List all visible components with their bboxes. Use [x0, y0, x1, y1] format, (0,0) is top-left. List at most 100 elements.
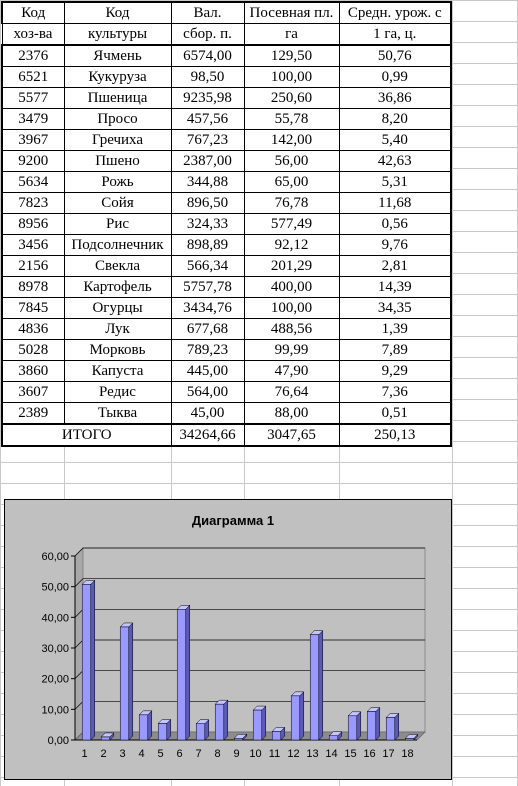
table-cell[interactable]: 250,60: [243, 87, 340, 109]
table-cell[interactable]: 142,00: [243, 129, 340, 151]
column-header-cell[interactable]: хоз-ва: [1, 23, 65, 46]
table-cell[interactable]: 42,63: [338, 150, 452, 172]
table-cell[interactable]: 3434,76: [170, 297, 245, 319]
table-cell[interactable]: 5577: [1, 87, 65, 109]
table-cell[interactable]: 8,20: [338, 108, 452, 130]
table-cell[interactable]: 3607: [1, 381, 65, 403]
table-cell[interactable]: Редис: [63, 381, 172, 403]
table-cell[interactable]: 0,99: [338, 66, 452, 88]
table-cell[interactable]: 0,51: [338, 402, 452, 425]
table-cell[interactable]: 2389: [1, 402, 65, 425]
table-cell[interactable]: 76,64: [243, 381, 340, 403]
table-cell[interactable]: 789,23: [170, 339, 245, 361]
table-cell[interactable]: 34,35: [338, 297, 452, 319]
table-cell[interactable]: 4836: [1, 318, 65, 340]
table-cell[interactable]: 2387,00: [170, 150, 245, 172]
table-cell[interactable]: 896,50: [170, 192, 245, 214]
table-cell[interactable]: 324,33: [170, 213, 245, 235]
table-cell[interactable]: Кукуруза: [63, 66, 172, 88]
table-cell[interactable]: 56,00: [243, 150, 340, 172]
column-header-cell[interactable]: сбор. п.: [170, 23, 245, 46]
table-cell[interactable]: 92,12: [243, 234, 340, 256]
table-cell[interactable]: 9200: [1, 150, 65, 172]
table-cell[interactable]: Ячмень: [63, 44, 172, 67]
table-cell[interactable]: 36,86: [338, 87, 452, 109]
table-cell[interactable]: 3860: [1, 360, 65, 382]
table-cell[interactable]: Гречиха: [63, 129, 172, 151]
table-cell[interactable]: 201,29: [243, 255, 340, 277]
table-cell[interactable]: 6574,00: [170, 44, 245, 67]
table-cell[interactable]: 100,00: [243, 66, 340, 88]
table-cell[interactable]: 2,81: [338, 255, 452, 277]
table-cell[interactable]: 6521: [1, 66, 65, 88]
column-header-cell[interactable]: га: [243, 23, 340, 46]
table-cell[interactable]: 14,39: [338, 276, 452, 298]
table-cell[interactable]: 7,36: [338, 381, 452, 403]
column-header-cell[interactable]: 1 га, ц.: [338, 23, 452, 46]
table-cell[interactable]: 7823: [1, 192, 65, 214]
table-cell[interactable]: 98,50: [170, 66, 245, 88]
table-cell[interactable]: 577,49: [243, 213, 340, 235]
table-cell[interactable]: 3479: [1, 108, 65, 130]
table-cell[interactable]: Картофель: [63, 276, 172, 298]
table-cell[interactable]: 100,00: [243, 297, 340, 319]
table-cell[interactable]: 50,76: [338, 44, 452, 67]
table-cell[interactable]: 8978: [1, 276, 65, 298]
table-cell[interactable]: 76,78: [243, 192, 340, 214]
table-cell[interactable]: 8956: [1, 213, 65, 235]
table-cell[interactable]: Сойя: [63, 192, 172, 214]
table-cell[interactable]: 5028: [1, 339, 65, 361]
table-cell[interactable]: 564,00: [170, 381, 245, 403]
table-cell[interactable]: 11,68: [338, 192, 452, 214]
column-header-cell[interactable]: культуры: [63, 23, 172, 46]
column-header-cell[interactable]: Средн. урож. с: [338, 1, 452, 24]
table-cell[interactable]: 55,78: [243, 108, 340, 130]
column-header-cell[interactable]: Код: [1, 1, 65, 24]
total-value[interactable]: 34264,66: [170, 423, 245, 447]
table-cell[interactable]: Рис: [63, 213, 172, 235]
table-cell[interactable]: 99,99: [243, 339, 340, 361]
table-cell[interactable]: 2156: [1, 255, 65, 277]
table-cell[interactable]: 400,00: [243, 276, 340, 298]
table-cell[interactable]: 3456: [1, 234, 65, 256]
table-cell[interactable]: Тыква: [63, 402, 172, 425]
table-cell[interactable]: Пшеница: [63, 87, 172, 109]
table-cell[interactable]: 1,39: [338, 318, 452, 340]
table-cell[interactable]: 47,90: [243, 360, 340, 382]
table-cell[interactable]: 7,89: [338, 339, 452, 361]
table-cell[interactable]: 566,34: [170, 255, 245, 277]
table-cell[interactable]: 7845: [1, 297, 65, 319]
table-cell[interactable]: 2376: [1, 44, 65, 67]
table-cell[interactable]: 898,89: [170, 234, 245, 256]
table-cell[interactable]: 767,23: [170, 129, 245, 151]
total-label[interactable]: ИТОГО: [1, 423, 172, 447]
column-header-cell[interactable]: Вал.: [170, 1, 245, 24]
table-cell[interactable]: 488,56: [243, 318, 340, 340]
table-cell[interactable]: 5757,78: [170, 276, 245, 298]
table-cell[interactable]: 344,88: [170, 171, 245, 193]
table-cell[interactable]: 129,50: [243, 44, 340, 67]
table-cell[interactable]: 457,56: [170, 108, 245, 130]
table-cell[interactable]: Просо: [63, 108, 172, 130]
chart[interactable]: Диаграмма 1 0,00 10,00 20,00 30,00 40,00 50,00…: [4, 499, 452, 780]
table-cell[interactable]: 677,68: [170, 318, 245, 340]
table-cell[interactable]: 88,00: [243, 402, 340, 425]
table-cell[interactable]: 5634: [1, 171, 65, 193]
column-header-cell[interactable]: Посевная пл.: [243, 1, 340, 24]
table-cell[interactable]: 445,00: [170, 360, 245, 382]
table-cell[interactable]: Рожь: [63, 171, 172, 193]
table-cell[interactable]: 65,00: [243, 171, 340, 193]
table-cell[interactable]: 5,31: [338, 171, 452, 193]
table-cell[interactable]: Свекла: [63, 255, 172, 277]
total-value[interactable]: 3047,65: [243, 423, 340, 447]
table-cell[interactable]: 0,56: [338, 213, 452, 235]
table-cell[interactable]: 45,00: [170, 402, 245, 425]
total-value[interactable]: 250,13: [338, 423, 452, 447]
table-cell[interactable]: 9235,98: [170, 87, 245, 109]
table-cell[interactable]: Лук: [63, 318, 172, 340]
table-cell[interactable]: 9,29: [338, 360, 452, 382]
table-cell[interactable]: Морковь: [63, 339, 172, 361]
table-cell[interactable]: 3967: [1, 129, 65, 151]
table-cell[interactable]: Пшено: [63, 150, 172, 172]
table-cell[interactable]: Подсолнечник: [63, 234, 172, 256]
